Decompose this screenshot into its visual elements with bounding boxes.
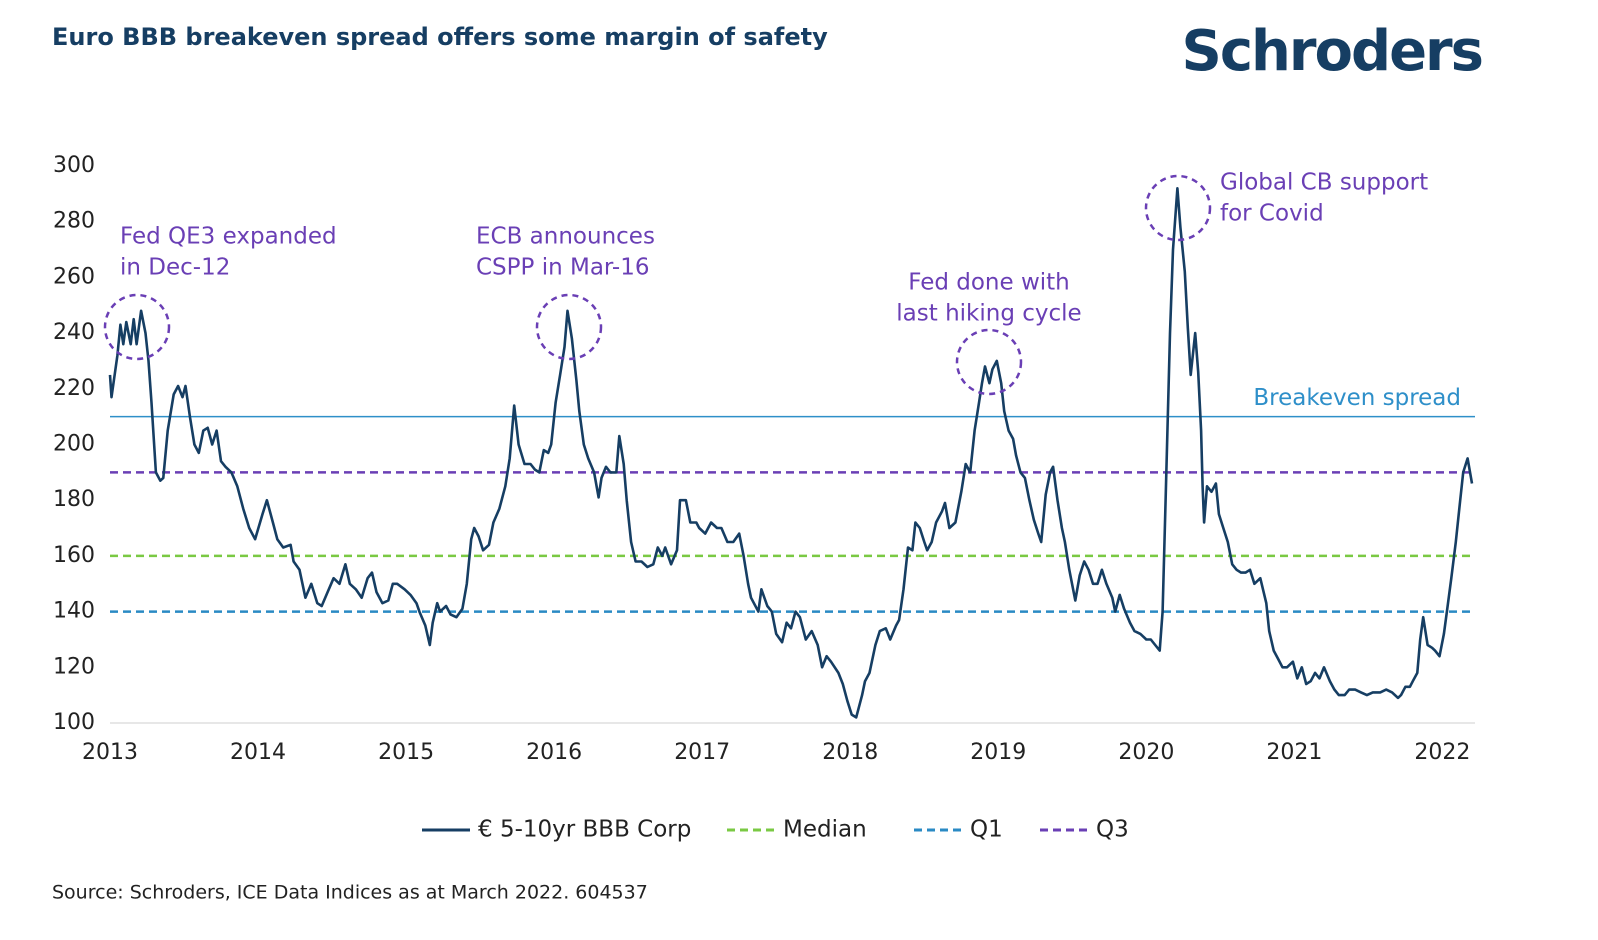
x-tick-label: 2013 (82, 740, 138, 765)
annotation-circle (535, 293, 603, 361)
chart-title: Euro BBB breakeven spread offers some ma… (52, 23, 828, 51)
y-tick-label: 180 (53, 487, 95, 512)
annotation-circle (1144, 174, 1212, 242)
y-tick-label: 260 (53, 264, 95, 289)
y-tick-label: 220 (53, 376, 95, 401)
x-tick-label: 2017 (674, 740, 730, 765)
annotation-circle (955, 328, 1023, 396)
annotation-text: for Covid (1220, 201, 1324, 227)
source-note: Source: Schroders, ICE Data Indices as a… (52, 882, 648, 904)
annotation-text: in Dec-12 (120, 255, 230, 281)
annotation-text: Global CB support (1220, 170, 1428, 196)
x-tick-label: 2021 (1266, 740, 1322, 765)
x-tick-label: 2014 (230, 740, 286, 765)
legend-label: Q1 (970, 817, 1003, 843)
annotation-circle (103, 293, 171, 361)
data-line (108, 187, 1474, 719)
y-tick-label: 100 (53, 710, 95, 735)
y-tick-label: 160 (53, 543, 95, 568)
x-tick-label: 2019 (970, 740, 1026, 765)
annotation-text: Fed done with (908, 270, 1070, 296)
x-tick-label: 2015 (378, 740, 434, 765)
y-tick-label: 120 (53, 654, 95, 679)
annotation-text: ECB announces (476, 224, 655, 250)
logo: Schroders (1182, 19, 1483, 84)
y-tick-label: 240 (53, 320, 95, 345)
y-tick-label: 140 (53, 599, 95, 624)
y-tick-label: 280 (53, 209, 95, 234)
y-tick-label: 200 (53, 432, 95, 457)
x-tick-label: 2016 (526, 740, 582, 765)
x-tick-label: 2018 (822, 740, 878, 765)
y-tick-label: 300 (53, 153, 95, 178)
reference-label: Breakeven spread (1253, 385, 1461, 411)
legend-label: € 5-10yr BBB Corp (478, 817, 691, 843)
legend-label: Q3 (1096, 817, 1129, 843)
annotation-text: CSPP in Mar-16 (476, 255, 649, 281)
x-tick-label: 2020 (1118, 740, 1174, 765)
annotation-text: last hiking cycle (896, 301, 1081, 327)
x-tick-label: 2022 (1414, 740, 1470, 765)
legend-label: Median (783, 817, 867, 843)
annotation-text: Fed QE3 expanded (120, 224, 337, 250)
